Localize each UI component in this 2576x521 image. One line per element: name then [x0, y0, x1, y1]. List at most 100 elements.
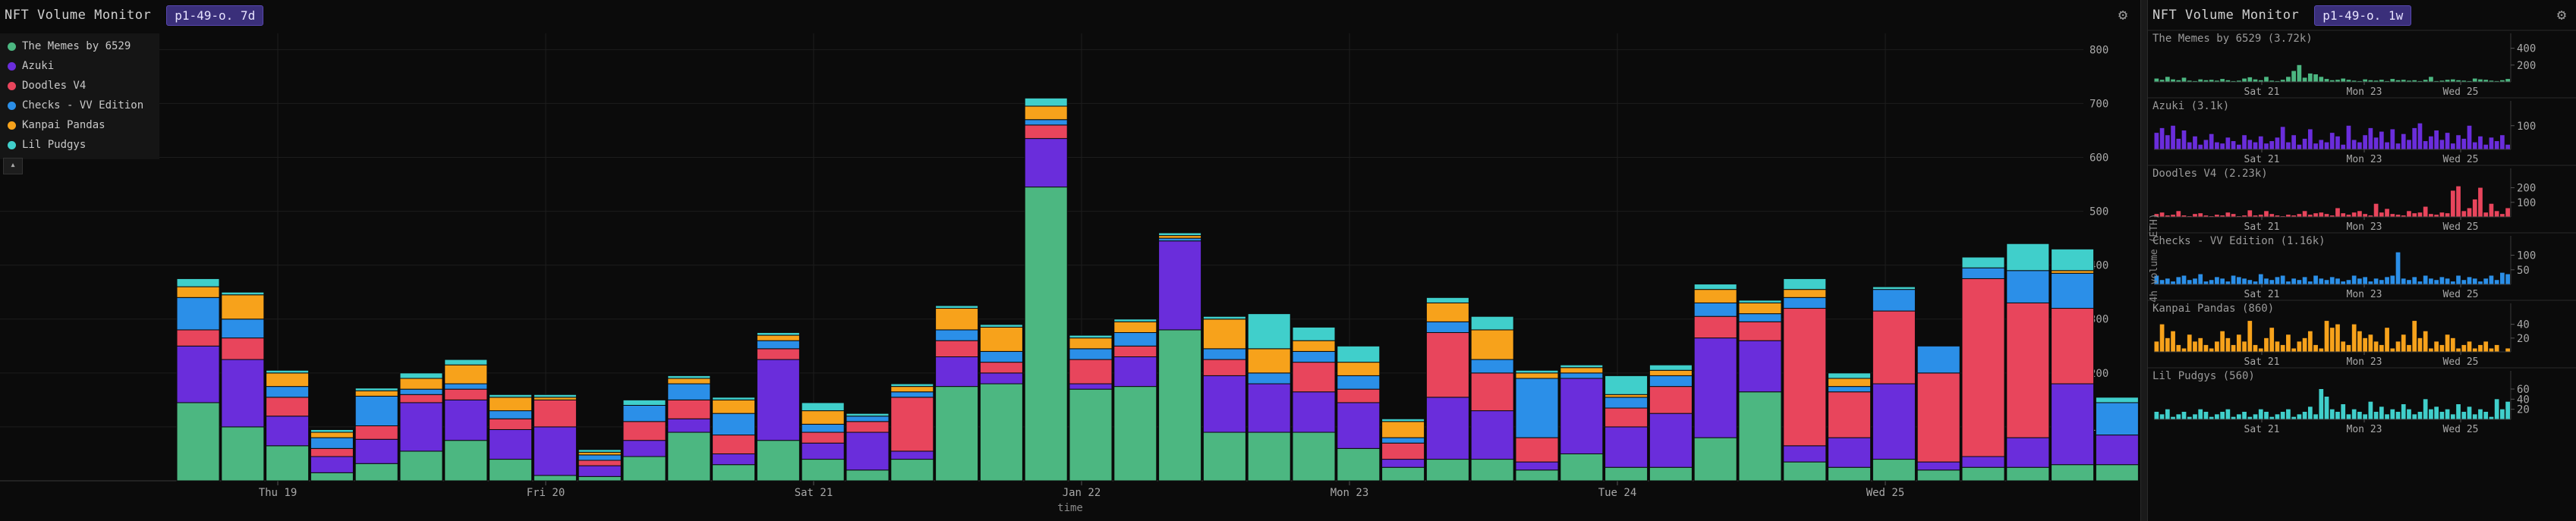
- bar[interactable]: [2307, 281, 2313, 284]
- bar[interactable]: [2494, 211, 2499, 217]
- bar[interactable]: [2264, 337, 2269, 352]
- bar-segment[interactable]: [1649, 413, 1693, 468]
- bar-segment[interactable]: [578, 460, 622, 466]
- bar[interactable]: [2220, 412, 2225, 419]
- bar-segment[interactable]: [846, 421, 890, 433]
- bar[interactable]: [2307, 406, 2313, 419]
- bar[interactable]: [2220, 143, 2225, 149]
- bar[interactable]: [2242, 278, 2247, 284]
- bar-segment[interactable]: [444, 364, 488, 384]
- bar-segment[interactable]: [1202, 432, 1246, 482]
- bar[interactable]: [2187, 280, 2192, 284]
- bar-segment[interactable]: [2051, 308, 2095, 384]
- bar-segment[interactable]: [801, 442, 845, 460]
- bar[interactable]: [2494, 141, 2499, 149]
- bar-segment[interactable]: [1604, 466, 1649, 482]
- bar-segment[interactable]: [1425, 459, 1469, 482]
- bar-segment[interactable]: [176, 402, 220, 482]
- bar-segment[interactable]: [176, 345, 220, 403]
- bar[interactable]: [2225, 337, 2231, 352]
- bar[interactable]: [2439, 277, 2445, 284]
- bar-segment[interactable]: [1024, 119, 1068, 126]
- bar[interactable]: [2445, 213, 2450, 217]
- bar[interactable]: [2390, 79, 2395, 82]
- bar[interactable]: [2154, 341, 2159, 352]
- bar[interactable]: [2429, 214, 2433, 217]
- bar-segment[interactable]: [1649, 386, 1693, 414]
- bar[interactable]: [2341, 404, 2346, 419]
- bar-segment[interactable]: [1158, 237, 1202, 242]
- bar[interactable]: [2286, 409, 2291, 419]
- bar-segment[interactable]: [1069, 348, 1113, 360]
- bar-segment[interactable]: [1738, 340, 1782, 393]
- bar[interactable]: [2215, 80, 2219, 82]
- bar[interactable]: [2500, 272, 2505, 284]
- bar[interactable]: [2275, 80, 2280, 82]
- bar[interactable]: [2429, 278, 2433, 284]
- bar-segment[interactable]: [2095, 397, 2139, 403]
- bar[interactable]: [2302, 277, 2307, 284]
- collapse-legend-button[interactable]: ▴: [3, 158, 23, 174]
- bar-segment[interactable]: [1292, 326, 1336, 341]
- bar[interactable]: [2264, 278, 2269, 284]
- bar[interactable]: [2467, 277, 2472, 284]
- bar[interactable]: [2313, 414, 2318, 419]
- gear-icon[interactable]: ⚙: [2118, 5, 2128, 24]
- bar[interactable]: [2390, 348, 2395, 352]
- bar[interactable]: [2412, 213, 2417, 217]
- bar-segment[interactable]: [578, 454, 622, 461]
- bar[interactable]: [2187, 142, 2192, 149]
- bar[interactable]: [2209, 348, 2214, 352]
- bar[interactable]: [2412, 80, 2417, 82]
- bar-segment[interactable]: [1202, 315, 1246, 320]
- bar[interactable]: [2478, 344, 2483, 352]
- bar[interactable]: [2379, 280, 2384, 284]
- bar[interactable]: [2203, 344, 2209, 352]
- bar-segment[interactable]: [1916, 469, 1960, 482]
- bar[interactable]: [2412, 127, 2417, 149]
- bar[interactable]: [2467, 208, 2472, 217]
- bar[interactable]: [2159, 127, 2165, 149]
- bar-segment[interactable]: [1515, 461, 1559, 471]
- bar-segment[interactable]: [266, 445, 310, 482]
- bar-segment[interactable]: [1604, 407, 1649, 428]
- bar[interactable]: [2461, 344, 2467, 352]
- bar[interactable]: [2302, 211, 2307, 217]
- bar-segment[interactable]: [1515, 469, 1559, 482]
- bar[interactable]: [2461, 138, 2467, 149]
- bar[interactable]: [2302, 337, 2307, 352]
- bar[interactable]: [2165, 215, 2170, 217]
- bar[interactable]: [2429, 409, 2433, 419]
- bar[interactable]: [2341, 144, 2346, 149]
- bar-segment[interactable]: [667, 378, 711, 384]
- bar[interactable]: [2258, 274, 2263, 284]
- bar[interactable]: [2385, 277, 2389, 284]
- bar-segment[interactable]: [1470, 372, 1514, 412]
- legend-item-kanpai[interactable]: Kanpai Pandas: [0, 115, 159, 135]
- bar[interactable]: [2407, 80, 2411, 82]
- bar-segment[interactable]: [1828, 372, 1872, 379]
- bar[interactable]: [2412, 321, 2417, 352]
- bar[interactable]: [2203, 281, 2209, 284]
- bar[interactable]: [2193, 341, 2197, 352]
- bar-segment[interactable]: [1470, 315, 1514, 331]
- bar[interactable]: [2247, 416, 2253, 419]
- bar-segment[interactable]: [489, 418, 533, 430]
- bar-segment[interactable]: [399, 388, 443, 395]
- bar[interactable]: [2346, 80, 2351, 82]
- bar-segment[interactable]: [2006, 270, 2050, 303]
- bar-segment[interactable]: [1783, 445, 1827, 463]
- bar[interactable]: [2401, 133, 2406, 149]
- bar-segment[interactable]: [1604, 375, 1649, 395]
- bar[interactable]: [2472, 142, 2477, 149]
- bar[interactable]: [2357, 278, 2362, 284]
- bar[interactable]: [2351, 275, 2357, 284]
- bar-segment[interactable]: [310, 456, 354, 473]
- bar[interactable]: [2483, 341, 2489, 352]
- bar-segment[interactable]: [1425, 397, 1469, 460]
- bar[interactable]: [2307, 215, 2313, 217]
- bar[interactable]: [2423, 80, 2428, 82]
- bar-segment[interactable]: [1113, 356, 1157, 388]
- bar[interactable]: [2280, 275, 2285, 284]
- bar[interactable]: [2472, 78, 2477, 82]
